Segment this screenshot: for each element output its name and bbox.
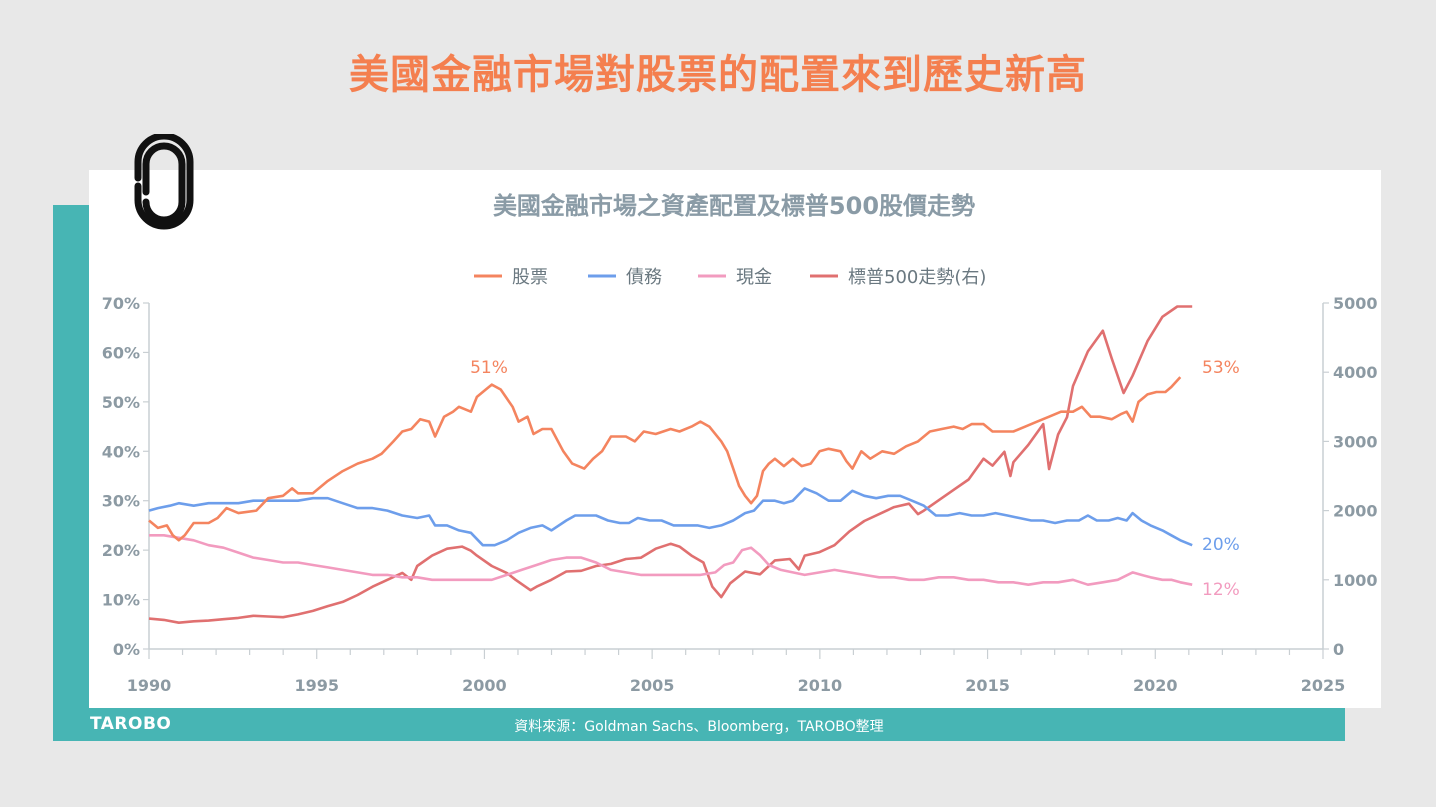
data-label-stocks: 51% [470, 358, 508, 378]
y-right-tick-label: 1000 [1333, 571, 1378, 590]
x-tick-label: 2010 [798, 676, 843, 695]
x-tick-label: 2025 [1301, 676, 1346, 695]
y-left-tick-label: 20% [102, 541, 140, 560]
x-tick-label: 1990 [127, 676, 172, 695]
x-tick-label: 2015 [965, 676, 1010, 695]
data-label-cash: 12% [1202, 580, 1240, 600]
series-line-stocks [148, 376, 1182, 542]
paperclip-icon [134, 134, 194, 230]
x-tick-label: 2020 [1133, 676, 1178, 695]
tarobo-logo: TAROBO [90, 714, 172, 734]
y-right-tick-label: 0 [1333, 640, 1344, 659]
legend-label-cash: 現金 [736, 267, 772, 288]
y-left-tick-label: 0% [113, 640, 140, 659]
series-line-cash [149, 533, 1193, 587]
x-tick-label: 2000 [462, 676, 507, 695]
page-title: 美國金融市場對股票的配置來到歷史新高 [349, 52, 1087, 98]
y-left-tick-label: 50% [102, 393, 140, 412]
y-right-tick-label: 5000 [1333, 294, 1378, 313]
y-left-tick-label: 40% [102, 442, 140, 461]
chart-card [89, 170, 1381, 708]
y-right-tick-label: 3000 [1333, 432, 1378, 451]
y-left-tick-label: 70% [102, 294, 140, 313]
legend-label-sp500: 標普500走勢(右) [848, 267, 986, 288]
y-left-tick-label: 10% [102, 591, 140, 610]
chart-title: 美國金融市場之資產配置及標普500股價走勢 [493, 192, 975, 220]
legend-label-stocks: 股票 [512, 267, 548, 288]
y-left-tick-label: 30% [102, 492, 140, 511]
source-note: 資料來源：Goldman Sachs、Bloomberg，TAROBO整理 [514, 719, 884, 735]
y-left-tick-label: 60% [102, 343, 140, 362]
series-line-sp500 [148, 305, 1193, 625]
data-label-stocks: 53% [1202, 358, 1240, 378]
legend-label-bonds: 債務 [626, 267, 662, 288]
x-tick-label: 2005 [630, 676, 675, 695]
y-right-tick-label: 2000 [1333, 502, 1378, 521]
y-right-tick-label: 4000 [1333, 363, 1378, 382]
series-line-bonds [148, 487, 1193, 547]
data-label-bonds: 20% [1202, 535, 1240, 555]
x-tick-label: 1995 [294, 676, 339, 695]
